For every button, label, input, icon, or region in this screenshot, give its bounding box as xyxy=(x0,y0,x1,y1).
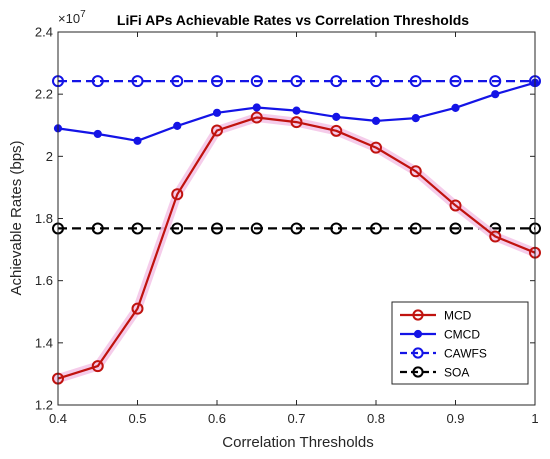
data-point-cawfs xyxy=(211,75,223,88)
y-tick-label: 2.2 xyxy=(35,87,53,102)
data-point-cmcd xyxy=(371,116,381,125)
plot-area: 0.4 0.5 0.6 0.7 0.8 0.9 1 1.2 1.4 1.6 1.8 2 2.2 2.4 xyxy=(35,25,541,426)
data-point-mcd xyxy=(489,230,502,243)
legend-label-mcd: MCD xyxy=(444,309,472,323)
x-tick-label: 0.9 xyxy=(446,411,464,426)
axes-box xyxy=(57,31,536,406)
x-tick-label: 0.5 xyxy=(128,411,146,426)
y-tick-label: 2 xyxy=(46,149,53,164)
data-point-cmcd xyxy=(93,129,102,139)
y-exponent-label: ×107 xyxy=(58,9,86,26)
x-tick-label: 0.4 xyxy=(49,411,67,426)
y-axis-label: Achievable Rates (bps) xyxy=(8,140,25,295)
legend-marker-soa xyxy=(412,366,424,378)
data-point-cawfs xyxy=(250,75,263,88)
data-point-soa xyxy=(171,222,184,235)
data-point-soa xyxy=(330,222,343,235)
data-point-mcd xyxy=(211,124,223,137)
data-point-cawfs xyxy=(330,75,343,88)
legend-label-cawfs: CAWFS xyxy=(444,347,487,361)
data-point-cmcd xyxy=(451,103,460,112)
x-tick-label: 0.8 xyxy=(367,411,385,426)
data-point-mcd xyxy=(409,165,422,178)
data-point-cmcd xyxy=(173,121,182,130)
legend-label-soa: SOA xyxy=(444,366,469,380)
data-point-cmcd xyxy=(491,90,500,99)
legend-label-cmcd: CMCD xyxy=(444,328,480,342)
data-point-soa xyxy=(211,222,223,235)
data-point-soa xyxy=(290,222,303,235)
data-point-cmcd xyxy=(332,112,341,121)
y-tick-label: 1.2 xyxy=(35,398,53,413)
data-point-mcd xyxy=(250,111,263,124)
data-point-cawfs xyxy=(489,75,502,88)
y-tick-label: 1.8 xyxy=(35,211,53,226)
data-point-mcd xyxy=(330,124,343,137)
chart-title: LiFi APs Achievable Rates vs Correlation… xyxy=(117,12,469,28)
data-point-mcd xyxy=(131,302,144,315)
legend-marker-mcd xyxy=(412,309,424,321)
data-point-cmcd xyxy=(212,108,222,117)
data-point-soa xyxy=(131,222,144,235)
y-tick-label: 1.4 xyxy=(35,335,53,350)
legend-marker-cmcd xyxy=(413,329,423,339)
data-point-cmcd xyxy=(411,114,420,123)
data-point-mcd xyxy=(290,116,303,129)
series-line-mcd xyxy=(57,116,536,380)
data-point-soa xyxy=(250,222,263,235)
data-point-mcd xyxy=(370,141,382,154)
x-axis-label: Correlation Thresholds xyxy=(222,434,373,451)
data-point-mcd xyxy=(449,199,462,212)
data-point-mcd xyxy=(91,360,104,373)
data-point-cmcd xyxy=(292,106,301,115)
data-point-mcd xyxy=(171,188,184,201)
data-point-cawfs xyxy=(449,75,462,88)
data-point-soa xyxy=(449,222,462,235)
data-point-soa xyxy=(370,222,382,235)
data-point-cawfs xyxy=(131,75,144,88)
x-tick-label: 1 xyxy=(531,411,538,426)
x-tick-label: 0.7 xyxy=(287,411,305,426)
data-point-cawfs xyxy=(370,75,382,88)
data-point-soa xyxy=(409,222,422,235)
data-point-soa xyxy=(91,222,104,235)
data-point-cawfs xyxy=(290,75,303,88)
data-point-cmcd xyxy=(252,103,261,112)
data-point-cmcd xyxy=(133,136,142,145)
data-point-cawfs xyxy=(409,75,422,88)
legend-marker-cawfs xyxy=(412,347,424,359)
y-tick-label: 1.6 xyxy=(35,273,53,288)
y-tick-label: 2.4 xyxy=(35,25,53,40)
x-tick-label: 0.6 xyxy=(208,411,226,426)
data-point-cawfs xyxy=(91,75,104,88)
legend: MCD CMCD CAWFS SOA xyxy=(391,301,529,385)
data-point-cawfs xyxy=(171,75,184,88)
